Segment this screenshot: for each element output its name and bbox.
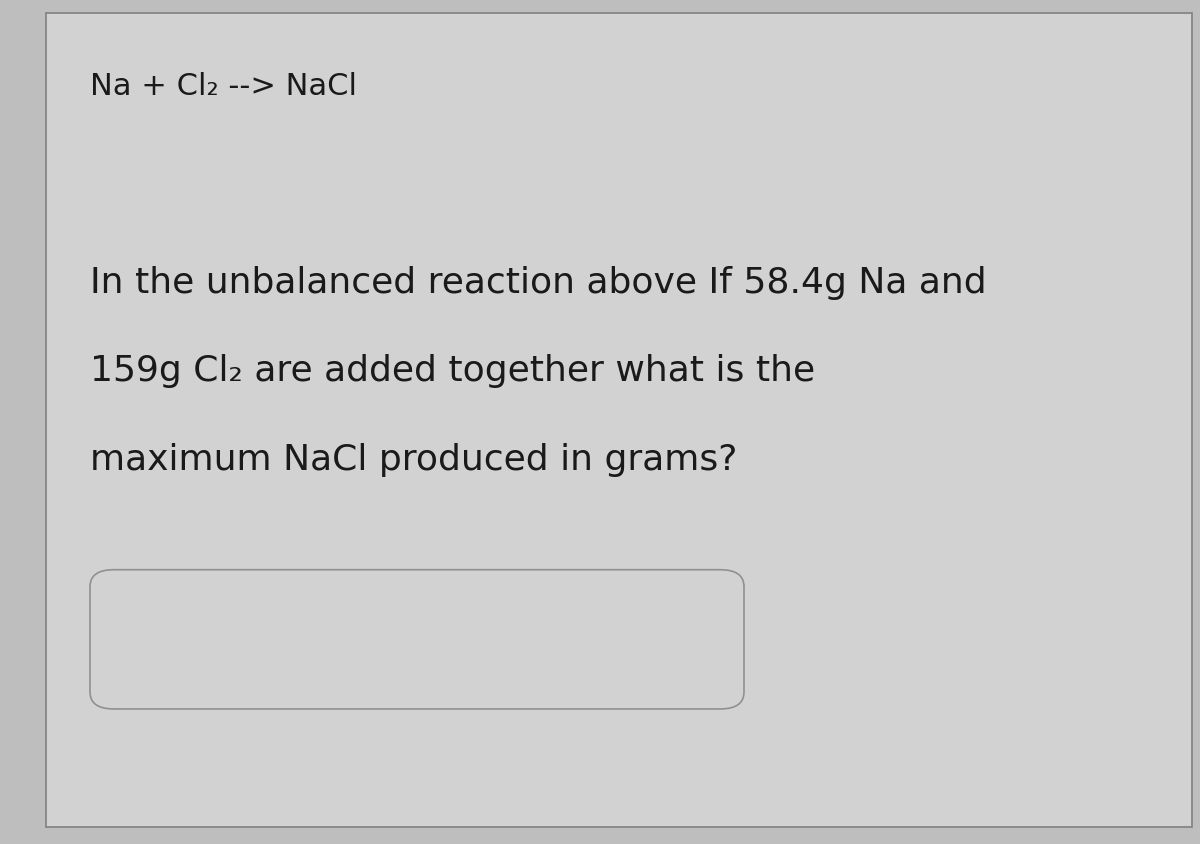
FancyBboxPatch shape [46, 13, 1192, 827]
Text: 159g Cl₂ are added together what is the: 159g Cl₂ are added together what is the [90, 354, 815, 388]
Text: In the unbalanced reaction above If 58.4g Na and: In the unbalanced reaction above If 58.4… [90, 266, 986, 300]
Text: Na + Cl₂ --> NaCl: Na + Cl₂ --> NaCl [90, 72, 358, 100]
FancyBboxPatch shape [90, 570, 744, 709]
Text: maximum NaCl produced in grams?: maximum NaCl produced in grams? [90, 443, 737, 477]
